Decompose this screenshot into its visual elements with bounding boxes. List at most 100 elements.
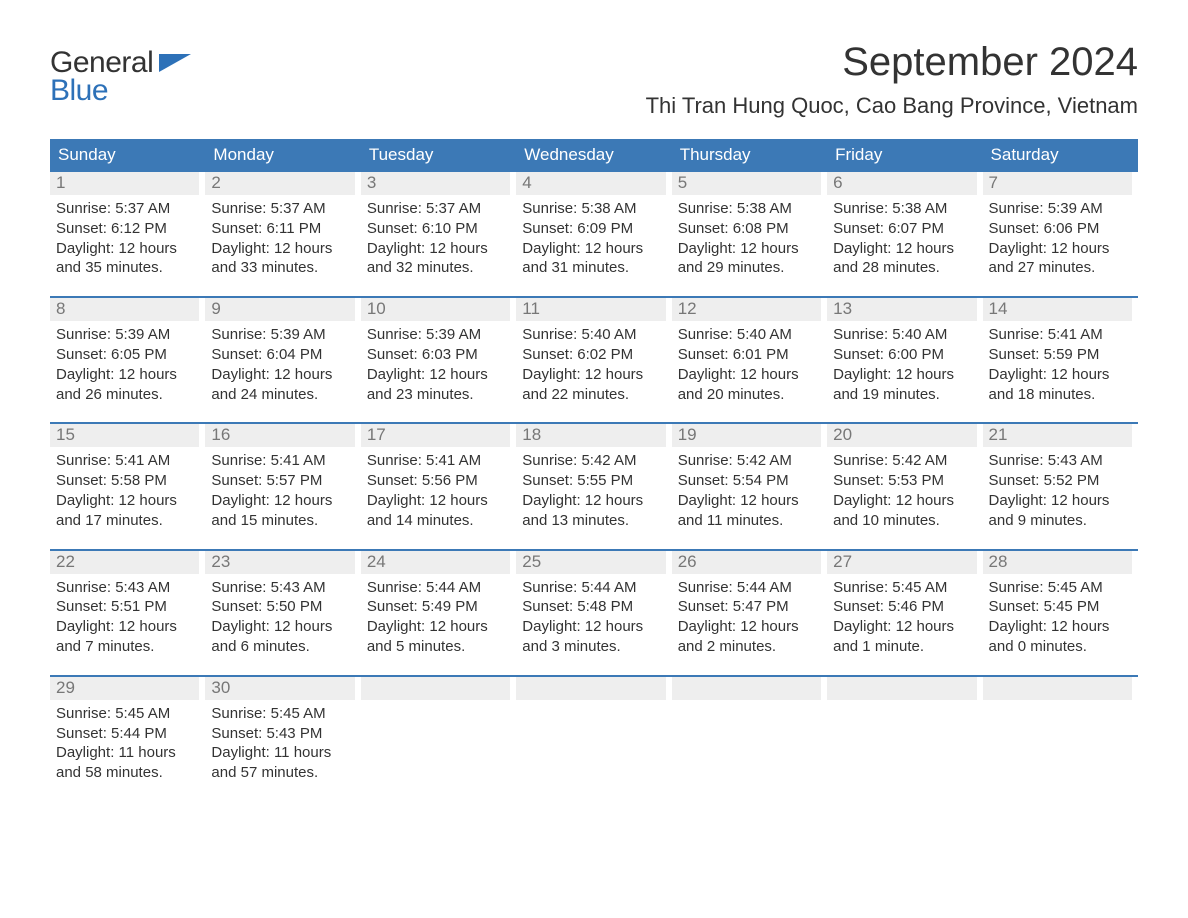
day-cell: 1Sunrise: 5:37 AMSunset: 6:12 PMDaylight… [50, 172, 205, 282]
sunrise-text: Sunrise: 5:44 AM [678, 578, 821, 598]
daylight-text-1: Daylight: 11 hours [211, 743, 354, 763]
daylight-text-1: Daylight: 12 hours [678, 491, 821, 511]
sunrise-text: Sunrise: 5:45 AM [56, 704, 199, 724]
daylight-text-1: Daylight: 12 hours [989, 365, 1132, 385]
day-cell: 16 Sunrise: 5:41 AMSunset: 5:57 PMDayligh… [205, 424, 360, 534]
sunset-text: Sunset: 5:50 PM [211, 597, 354, 617]
sunset-text: Sunset: 5:49 PM [367, 597, 510, 617]
daylight-text-2: and 0 minutes. [989, 637, 1132, 657]
day-cell [361, 677, 516, 787]
sunset-text: Sunset: 6:00 PM [833, 345, 976, 365]
day-number: 8 [50, 298, 199, 321]
sunrise-text: Sunrise: 5:42 AM [678, 451, 821, 471]
daylight-text-1: Daylight: 12 hours [56, 491, 199, 511]
day-details: Sunrise: 5:42 AMSunset: 5:54 PMDaylight:… [672, 447, 821, 534]
daylight-text-1: Daylight: 12 hours [833, 491, 976, 511]
day-number: 28 [983, 551, 1132, 574]
daylight-text-1: Daylight: 12 hours [522, 617, 665, 637]
daylight-text-2: and 13 minutes. [522, 511, 665, 531]
day-cell: 30Sunrise: 5:45 AMSunset: 5:43 PMDayligh… [205, 677, 360, 787]
sunrise-text: Sunrise: 5:41 AM [211, 451, 354, 471]
daylight-text-2: and 6 minutes. [211, 637, 354, 657]
sunset-text: Sunset: 6:11 PM [211, 219, 354, 239]
sunset-text: Sunset: 5:57 PM [211, 471, 354, 491]
week-row: 1Sunrise: 5:37 AMSunset: 6:12 PMDaylight… [50, 172, 1138, 282]
sunset-text: Sunset: 5:46 PM [833, 597, 976, 617]
daylight-text-2: and 57 minutes. [211, 763, 354, 783]
day-number: 15 [50, 424, 199, 447]
month-title: September 2024 [646, 40, 1138, 85]
day-details: Sunrise: 5:42 AMSunset: 5:53 PMDaylight:… [827, 447, 976, 534]
sunset-text: Sunset: 5:53 PM [833, 471, 976, 491]
sunrise-text: Sunrise: 5:39 AM [989, 199, 1132, 219]
day-number: 2 [205, 172, 354, 195]
daylight-text-1: Daylight: 12 hours [989, 617, 1132, 637]
daylight-text-2: and 10 minutes. [833, 511, 976, 531]
daylight-text-2: and 24 minutes. [211, 385, 354, 405]
daylight-text-2: and 20 minutes. [678, 385, 821, 405]
sunset-text: Sunset: 6:02 PM [522, 345, 665, 365]
weekday-header: Monday [205, 139, 360, 172]
day-number: 17 [361, 424, 510, 447]
sunrise-text: Sunrise: 5:39 AM [367, 325, 510, 345]
sunrise-text: Sunrise: 5:43 AM [211, 578, 354, 598]
day-cell: 2Sunrise: 5:37 AMSunset: 6:11 PMDaylight… [205, 172, 360, 282]
daylight-text-2: and 2 minutes. [678, 637, 821, 657]
sunset-text: Sunset: 5:45 PM [989, 597, 1132, 617]
day-details [516, 700, 665, 778]
sunrise-text: Sunrise: 5:38 AM [678, 199, 821, 219]
sunset-text: Sunset: 6:04 PM [211, 345, 354, 365]
day-details: Sunrise: 5:39 AMSunset: 6:03 PMDaylight:… [361, 321, 510, 408]
day-number: 29 [50, 677, 199, 700]
day-number: 27 [827, 551, 976, 574]
weekday-header: Sunday [50, 139, 205, 172]
day-number: 14 [983, 298, 1132, 321]
day-cell: 15Sunrise: 5:41 AMSunset: 5:58 PMDayligh… [50, 424, 205, 534]
day-details: Sunrise: 5:37 AMSunset: 6:11 PMDaylight:… [205, 195, 354, 282]
daylight-text-1: Daylight: 12 hours [678, 365, 821, 385]
day-cell: 4Sunrise: 5:38 AMSunset: 6:09 PMDaylight… [516, 172, 671, 282]
sunset-text: Sunset: 5:55 PM [522, 471, 665, 491]
sunrise-text: Sunrise: 5:38 AM [522, 199, 665, 219]
day-cell [672, 677, 827, 787]
daylight-text-1: Daylight: 12 hours [833, 239, 976, 259]
location-subtitle: Thi Tran Hung Quoc, Cao Bang Province, V… [646, 93, 1138, 119]
day-cell: 5Sunrise: 5:38 AMSunset: 6:08 PMDaylight… [672, 172, 827, 282]
week-row: 22Sunrise: 5:43 AMSunset: 5:51 PMDayligh… [50, 549, 1138, 661]
sunrise-text: Sunrise: 5:41 AM [56, 451, 199, 471]
day-details: Sunrise: 5:43 AMSunset: 5:51 PMDaylight:… [50, 574, 199, 661]
daylight-text-2: and 19 minutes. [833, 385, 976, 405]
daylight-text-1: Daylight: 12 hours [367, 239, 510, 259]
day-cell: 9Sunrise: 5:39 AMSunset: 6:04 PMDaylight… [205, 298, 360, 408]
week-row: 8Sunrise: 5:39 AMSunset: 6:05 PMDaylight… [50, 296, 1138, 408]
day-cell: 6Sunrise: 5:38 AMSunset: 6:07 PMDaylight… [827, 172, 982, 282]
daylight-text-1: Daylight: 12 hours [211, 491, 354, 511]
day-details [361, 700, 510, 778]
weekday-header: Wednesday [516, 139, 671, 172]
day-details: Sunrise: 5:38 AMSunset: 6:07 PMDaylight:… [827, 195, 976, 282]
sunrise-text: Sunrise: 5:45 AM [211, 704, 354, 724]
sunrise-text: Sunrise: 5:37 AM [367, 199, 510, 219]
daylight-text-1: Daylight: 12 hours [367, 491, 510, 511]
day-cell [827, 677, 982, 787]
day-details: Sunrise: 5:43 AMSunset: 5:50 PMDaylight:… [205, 574, 354, 661]
weekday-header: Saturday [983, 139, 1138, 172]
calendar-page: General Blue September 2024 Thi Tran Hun… [0, 0, 1188, 918]
daylight-text-2: and 9 minutes. [989, 511, 1132, 531]
sunrise-text: Sunrise: 5:37 AM [56, 199, 199, 219]
day-details: Sunrise: 5:45 AMSunset: 5:45 PMDaylight:… [983, 574, 1132, 661]
day-details: Sunrise: 5:45 AMSunset: 5:46 PMDaylight:… [827, 574, 976, 661]
sunrise-text: Sunrise: 5:44 AM [367, 578, 510, 598]
daylight-text-1: Daylight: 12 hours [833, 365, 976, 385]
sunset-text: Sunset: 6:10 PM [367, 219, 510, 239]
day-cell: 7Sunrise: 5:39 AMSunset: 6:06 PMDaylight… [983, 172, 1138, 282]
day-number: 16 [205, 424, 354, 447]
sunset-text: Sunset: 6:01 PM [678, 345, 821, 365]
day-number: 9 [205, 298, 354, 321]
day-number: 11 [516, 298, 665, 321]
day-number: 13 [827, 298, 976, 321]
day-cell: 20Sunrise: 5:42 AMSunset: 5:53 PMDayligh… [827, 424, 982, 534]
day-details: Sunrise: 5:37 AMSunset: 6:10 PMDaylight:… [361, 195, 510, 282]
daylight-text-1: Daylight: 12 hours [678, 617, 821, 637]
day-details: Sunrise: 5:44 AMSunset: 5:47 PMDaylight:… [672, 574, 821, 661]
